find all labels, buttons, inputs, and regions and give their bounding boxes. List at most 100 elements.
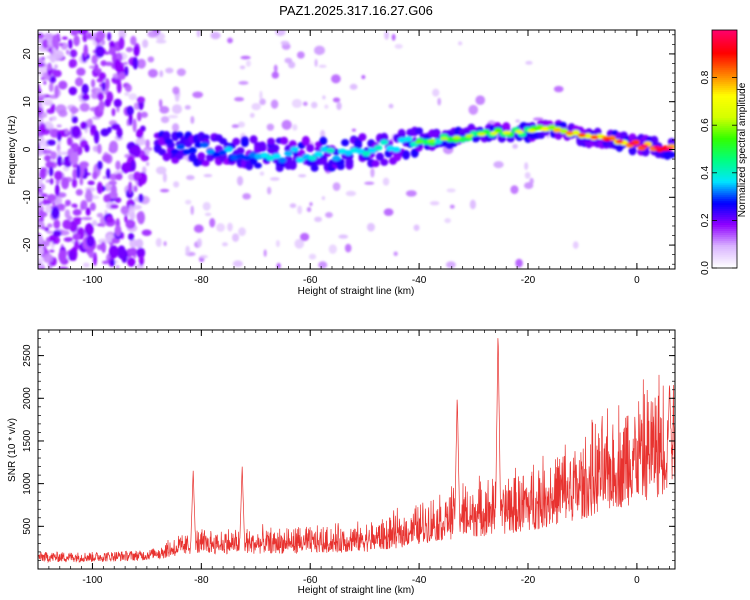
ridge-halo [253, 162, 262, 169]
noise-blob [58, 109, 68, 118]
noise-blob [90, 124, 97, 134]
noise-blob [57, 266, 69, 269]
noise-blob [413, 224, 420, 231]
ridge-core [392, 146, 401, 153]
noise-blob [216, 223, 225, 232]
noise-blob [98, 72, 107, 81]
noise-blob [43, 80, 47, 85]
noise-blob [318, 261, 328, 269]
noise-blob [199, 254, 208, 259]
ridge-core [284, 150, 293, 157]
noise-blob [114, 197, 122, 203]
ridge-halo [506, 136, 515, 143]
x-tick-label: -60 [303, 275, 318, 286]
ridge-peak [640, 143, 649, 148]
noise-blob [393, 251, 398, 257]
noise-blob [125, 46, 134, 53]
noise-blob [289, 203, 297, 209]
y-tick-label: -20 [22, 237, 33, 252]
noise-blob [515, 258, 523, 268]
ridge-halo [319, 158, 328, 165]
noise-blob [145, 148, 150, 156]
noise-blob [54, 170, 63, 181]
noise-blob [468, 104, 479, 115]
noise-blob [275, 30, 286, 37]
ridge-halo [201, 134, 210, 141]
noise-blob [42, 112, 48, 118]
ridge-halo [175, 131, 184, 139]
noise-blob [172, 86, 180, 95]
noise-blob [40, 183, 46, 191]
ridge-core [290, 146, 299, 153]
noise-blob [524, 171, 531, 179]
noise-blob [110, 204, 119, 209]
noise-blob [155, 39, 167, 44]
noise-blob [184, 105, 191, 110]
noise-blob [121, 162, 131, 174]
ridge-core [380, 139, 389, 146]
noise-blob [236, 175, 244, 186]
spectrogram-heatmap [38, 30, 675, 269]
noise-blob [97, 143, 102, 155]
noise-blob [259, 90, 263, 101]
noise-blob [366, 222, 375, 232]
noise-blob [273, 64, 278, 73]
noise-blob [147, 56, 155, 63]
ridge-peak [452, 135, 461, 140]
noise-blob [291, 98, 303, 108]
noise-blob [70, 106, 78, 115]
noise-blob [90, 78, 96, 88]
x-tick-label: -100 [82, 575, 102, 586]
noise-blob [43, 32, 54, 40]
y-tick-label: -10 [22, 190, 33, 205]
noise-blob [322, 95, 326, 100]
ridge-halo [201, 160, 210, 167]
noise-blob [83, 44, 89, 57]
ridge-peak [502, 130, 511, 135]
noise-blob [122, 54, 128, 59]
noise-blob [98, 238, 109, 245]
noise-blob [308, 253, 317, 260]
noise-blob [38, 149, 44, 157]
noise-blob [351, 128, 357, 132]
ridge-core [296, 157, 305, 163]
y-tick-label: 500 [22, 518, 33, 535]
y-tick-label: 20 [22, 48, 33, 60]
noise-blob [210, 31, 221, 40]
ridge-halo [288, 160, 297, 171]
noise-blob [68, 86, 78, 96]
y-tick-label: 2500 [22, 344, 33, 367]
noise-blob [245, 60, 251, 67]
ridge-core [242, 154, 251, 161]
ridge-halo [258, 141, 267, 151]
noise-blob [71, 203, 78, 208]
ridge-peak [527, 129, 536, 133]
noise-blob [102, 154, 111, 163]
noise-blob [115, 173, 123, 181]
noise-blob [80, 121, 88, 130]
noise-blob [133, 45, 140, 57]
ridge-halo [301, 135, 310, 146]
noise-blob [48, 166, 54, 177]
noise-blob [138, 255, 145, 266]
ridge-halo [219, 137, 228, 145]
noise-blob [204, 212, 212, 216]
noise-blob [124, 92, 130, 96]
ridge-halo [502, 122, 511, 131]
ridge-halo [271, 144, 280, 152]
noise-blob [44, 226, 50, 232]
noise-blob [45, 179, 51, 183]
noise-blob [106, 216, 114, 224]
noise-blob [70, 30, 79, 36]
noise-blob [138, 193, 144, 203]
noise-blob [391, 33, 396, 41]
ridge-halo [306, 144, 315, 153]
noise-blob [81, 216, 93, 221]
noise-blob [39, 167, 47, 174]
noise-blob [75, 189, 83, 196]
ridge-halo [410, 148, 419, 158]
spectrogram-xlabel: Height of straight line (km) [298, 286, 415, 297]
ridge-halo [197, 152, 206, 161]
ridge-peak [552, 128, 561, 133]
